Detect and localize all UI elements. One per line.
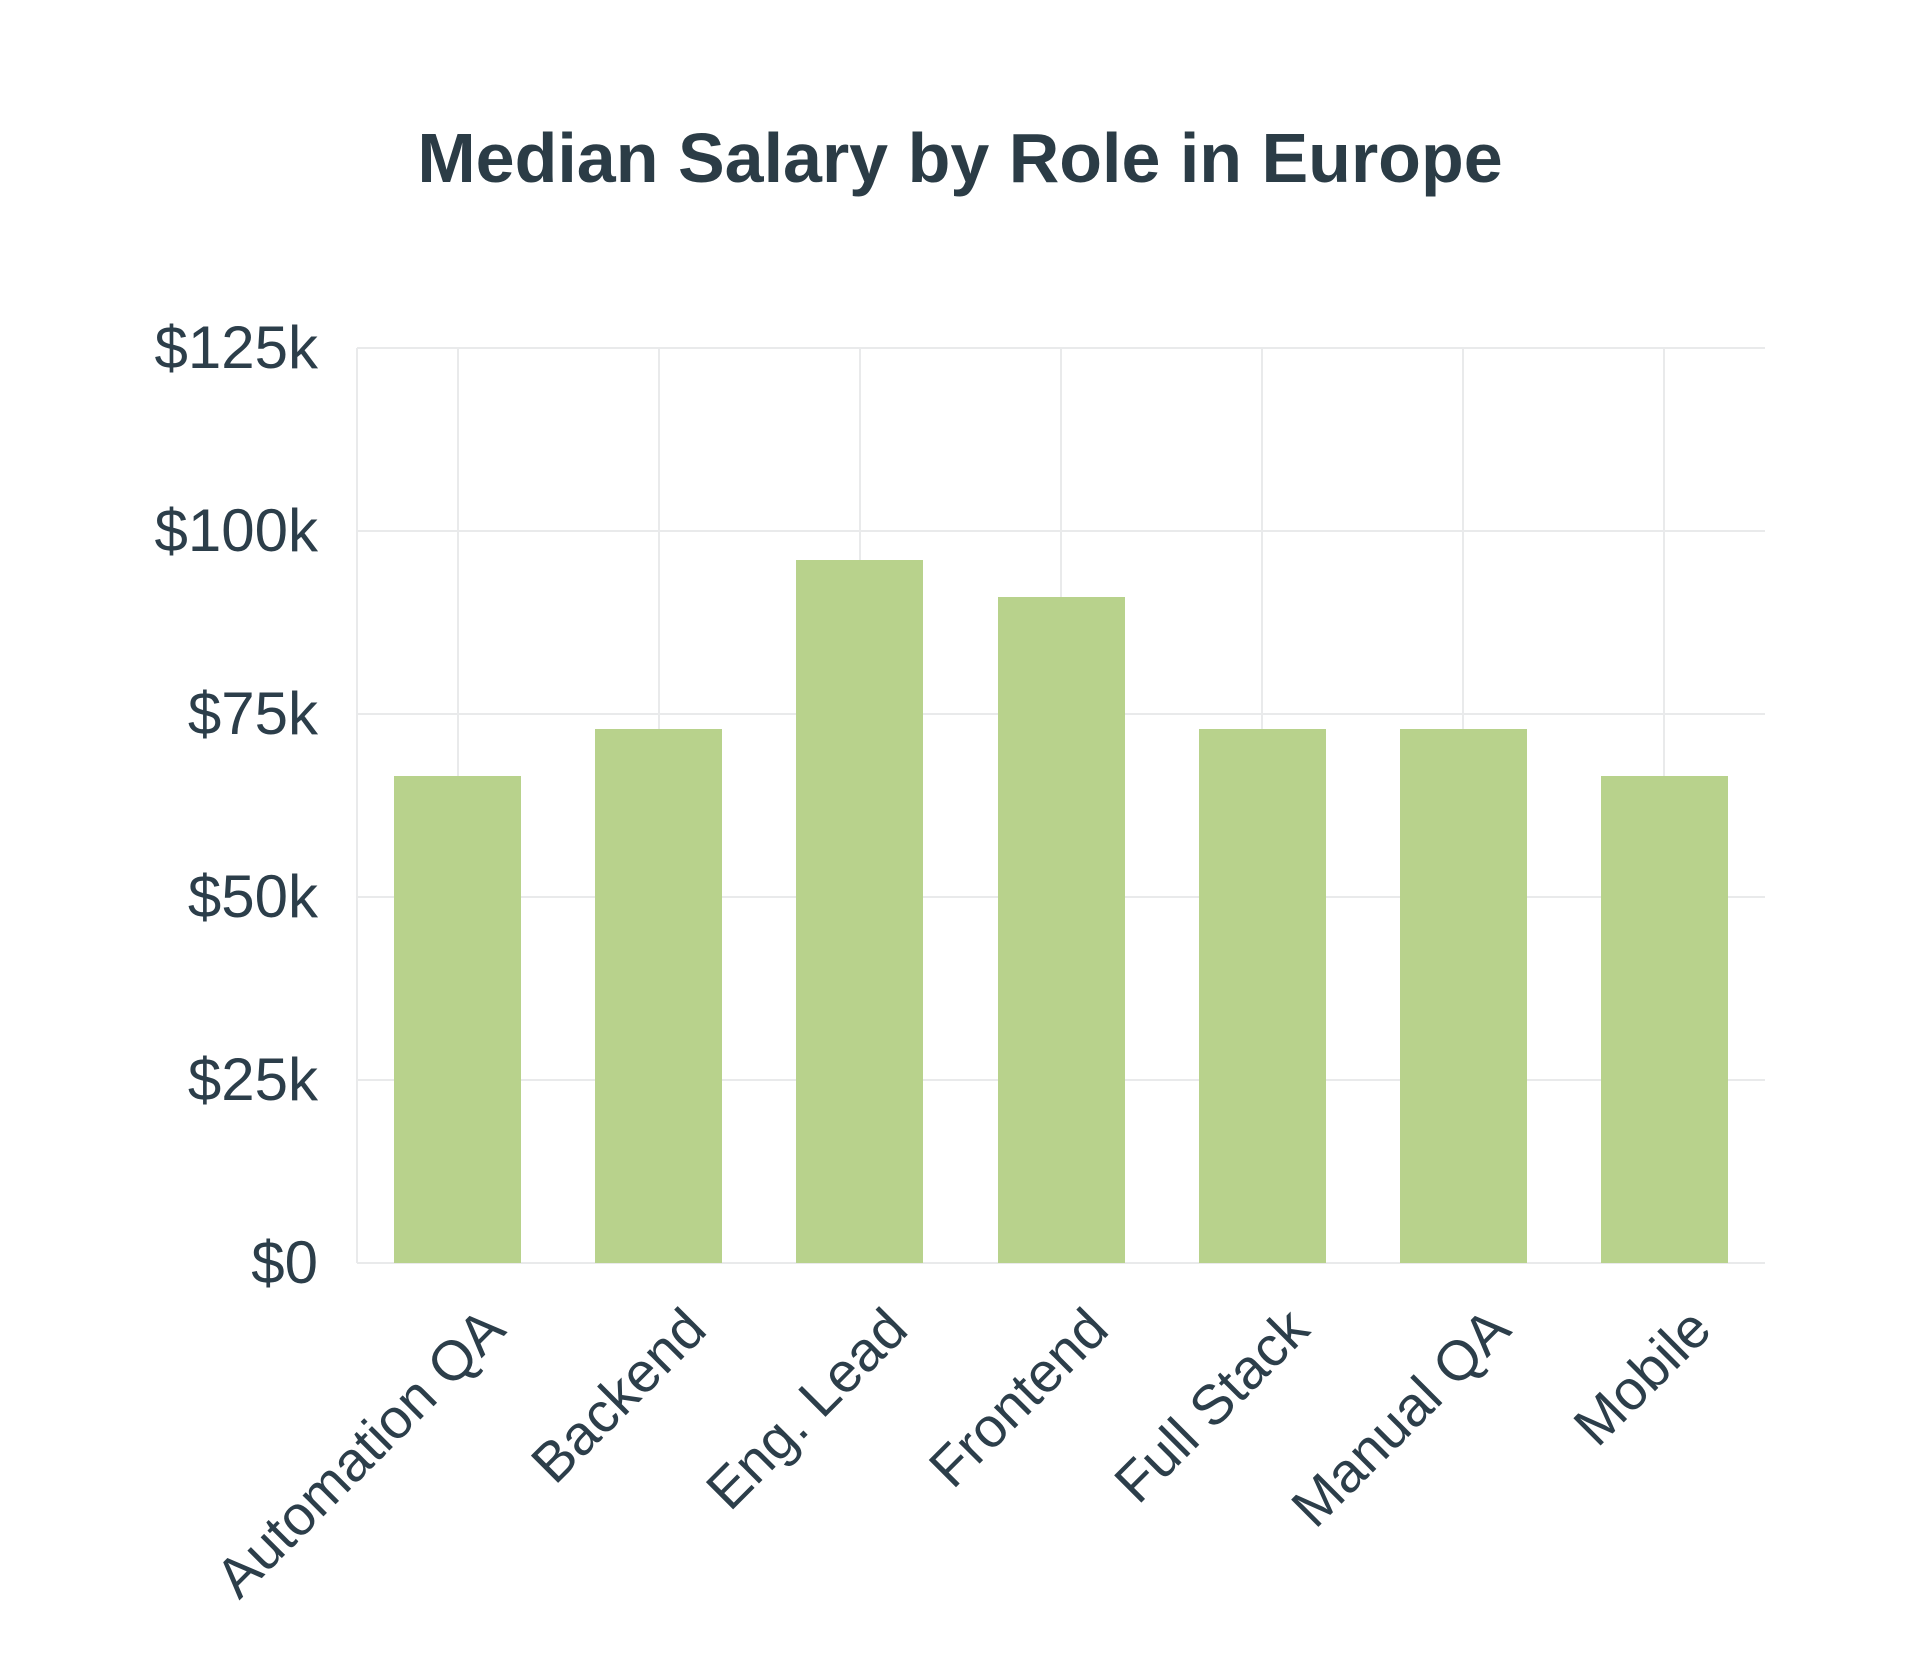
y-axis-tick-label-25k: $25k: [187, 1046, 318, 1113]
x-axis-category-label-manual-qa: Manual QA: [1279, 1296, 1522, 1539]
y-axis-tick-label-75k: $75k: [187, 680, 318, 747]
bar-automation-qa: [394, 776, 522, 1263]
y-gridline-125k: [357, 347, 1765, 349]
x-axis-category-label-frontend: Frontend: [916, 1296, 1120, 1500]
x-axis-baseline: [357, 1262, 1765, 1264]
x-axis-category-label-automation-qa: Automation QA: [203, 1296, 517, 1610]
y-gridline-100k: [357, 530, 1765, 532]
x-axis-category-label-backend: Backend: [518, 1296, 718, 1495]
bar-backend: [595, 728, 723, 1263]
y-axis-tick-label-0k: $0: [251, 1229, 318, 1296]
bar-mobile: [1600, 776, 1728, 1263]
x-axis-category-label-eng-lead: Eng. Lead: [693, 1296, 919, 1522]
bar-full-stack: [1198, 728, 1326, 1263]
bar-manual-qa: [1399, 728, 1527, 1263]
chart-title: Median Salary by Role in Europe: [417, 119, 1503, 197]
x-axis-category-label-full-stack: Full Stack: [1102, 1296, 1321, 1515]
x-axis-category-label-mobile: Mobile: [1561, 1296, 1723, 1458]
y-axis-tick-label-125k: $125k: [154, 314, 318, 381]
bar-eng-lead: [796, 560, 924, 1263]
y-axis-line: [356, 348, 358, 1263]
y-axis-tick-label-100k: $100k: [154, 497, 318, 564]
y-axis-tick-label-50k: $50k: [187, 863, 318, 930]
bar-frontend: [997, 596, 1125, 1263]
